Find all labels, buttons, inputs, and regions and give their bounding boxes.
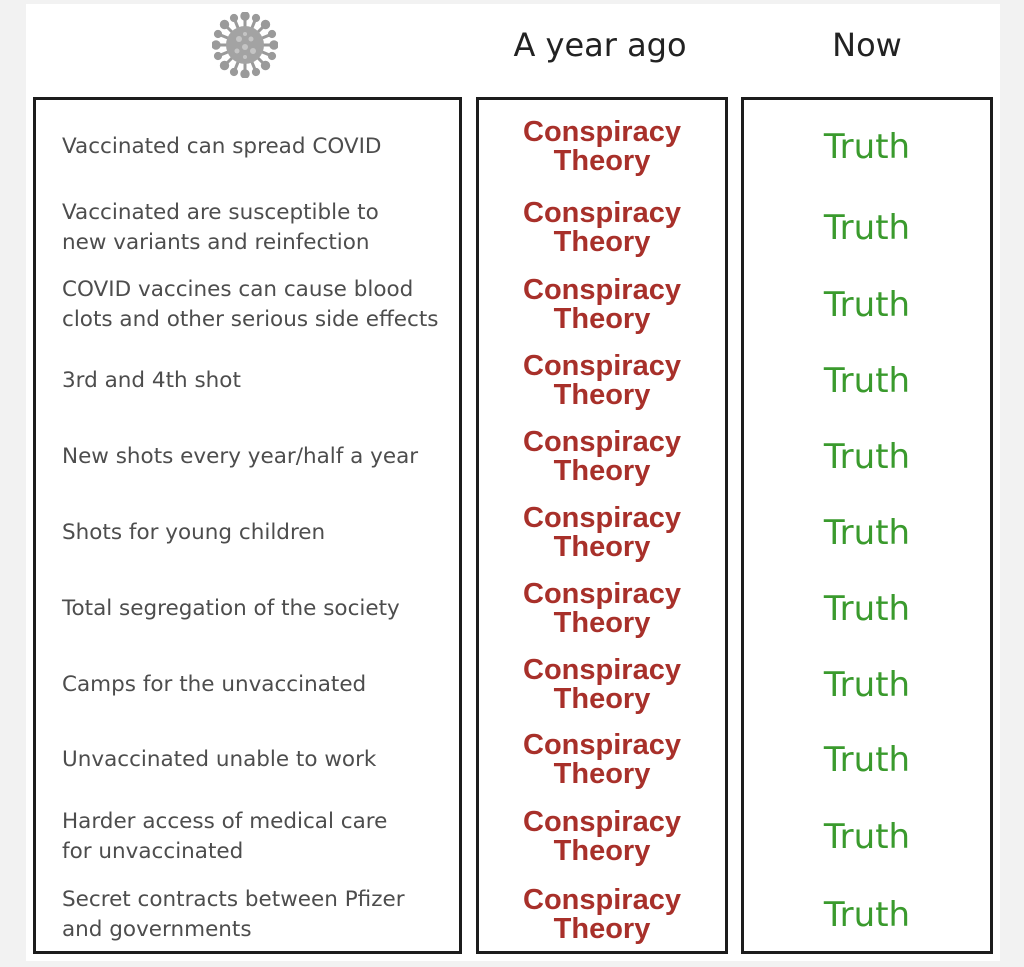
truth-label: Truth <box>823 361 911 401</box>
conspiracy-theory-label: Conspiracy Theory <box>479 428 725 486</box>
statement-text: Unvaccinated unable to work <box>62 747 377 772</box>
conspiracy-theory-label: Conspiracy Theory <box>479 504 725 562</box>
truth-label: Truth <box>823 817 911 857</box>
truth-label: Truth <box>823 127 911 167</box>
conspiracy-theory-label: Conspiracy Theory <box>479 352 725 410</box>
conspiracy-word: Conspiracy <box>523 884 681 916</box>
statement-text: COVID vaccines can cause blood clots and… <box>62 277 439 332</box>
statement-text: Vaccinated are susceptible to new varian… <box>62 200 379 255</box>
conspiracy-word: Conspiracy <box>523 274 681 306</box>
statement-text: 3rd and 4th shot <box>62 368 241 393</box>
theory-word: Theory <box>553 607 651 639</box>
statements-column: Vaccinated can spread COVID Vaccinated ar… <box>33 97 462 954</box>
truth-label: Truth <box>823 208 911 248</box>
theory-word: Theory <box>553 379 651 411</box>
truth-label: Truth <box>823 437 911 477</box>
column-header-now: Now <box>832 26 902 64</box>
statement-text: Secret contracts between Pfizer and gove… <box>62 887 405 942</box>
theory-word: Theory <box>553 683 651 715</box>
a-year-ago-column: Conspiracy Theory Conspiracy Theory Conspira… <box>476 97 728 954</box>
column-header-a-year-ago: A year ago <box>513 26 687 64</box>
theory-word: Theory <box>553 758 651 790</box>
conspiracy-word: Conspiracy <box>523 502 681 534</box>
statement-text: New shots every year/half a year <box>62 444 419 469</box>
theory-word: Theory <box>553 226 651 258</box>
theory-word: Theory <box>553 145 651 177</box>
virus-icon <box>212 12 278 78</box>
now-column: Truth Truth Truth Truth Truth Truth Truth Truth… <box>741 97 993 954</box>
conspiracy-word: Conspiracy <box>523 197 681 229</box>
truth-label: Truth <box>823 895 911 935</box>
statement-text: Camps for the unvaccinated <box>62 672 367 697</box>
theory-word: Theory <box>553 303 651 335</box>
statement-text: Vaccinated can spread COVID <box>62 134 382 159</box>
conspiracy-word: Conspiracy <box>523 116 681 148</box>
conspiracy-word: Conspiracy <box>523 578 681 610</box>
conspiracy-theory-label: Conspiracy Theory <box>479 199 725 257</box>
statement-text: Total segregation of the society <box>62 596 400 621</box>
truth-label: Truth <box>823 589 911 629</box>
conspiracy-theory-label: Conspiracy Theory <box>479 276 725 334</box>
conspiracy-theory-label: Conspiracy Theory <box>479 731 725 789</box>
conspiracy-word: Conspiracy <box>523 806 681 838</box>
conspiracy-theory-label: Conspiracy Theory <box>479 886 725 944</box>
statement-text: Harder access of medical care for unvacc… <box>62 809 388 864</box>
truth-label: Truth <box>823 513 911 553</box>
conspiracy-theory-label: Conspiracy Theory <box>479 580 725 638</box>
truth-label: Truth <box>823 665 911 705</box>
conspiracy-word: Conspiracy <box>523 729 681 761</box>
theory-word: Theory <box>553 531 651 563</box>
truth-label: Truth <box>823 285 911 325</box>
truth-label: Truth <box>823 740 911 780</box>
conspiracy-theory-label: Conspiracy Theory <box>479 808 725 866</box>
conspiracy-theory-label: Conspiracy Theory <box>479 656 725 714</box>
conspiracy-word: Conspiracy <box>523 426 681 458</box>
conspiracy-word: Conspiracy <box>523 350 681 382</box>
theory-word: Theory <box>553 913 651 945</box>
theory-word: Theory <box>553 835 651 867</box>
conspiracy-word: Conspiracy <box>523 654 681 686</box>
statement-text: Shots for young children <box>62 520 326 545</box>
conspiracy-theory-label: Conspiracy Theory <box>479 118 725 176</box>
theory-word: Theory <box>553 455 651 487</box>
